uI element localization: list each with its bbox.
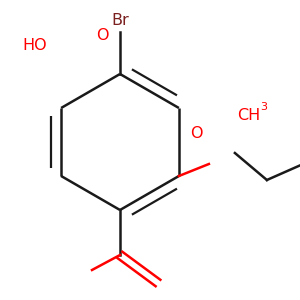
Text: 3: 3 bbox=[260, 102, 267, 112]
Text: CH: CH bbox=[237, 107, 260, 122]
Text: HO: HO bbox=[22, 38, 46, 52]
Text: Br: Br bbox=[111, 13, 129, 28]
Text: O: O bbox=[96, 28, 108, 43]
Text: O: O bbox=[190, 125, 202, 140]
